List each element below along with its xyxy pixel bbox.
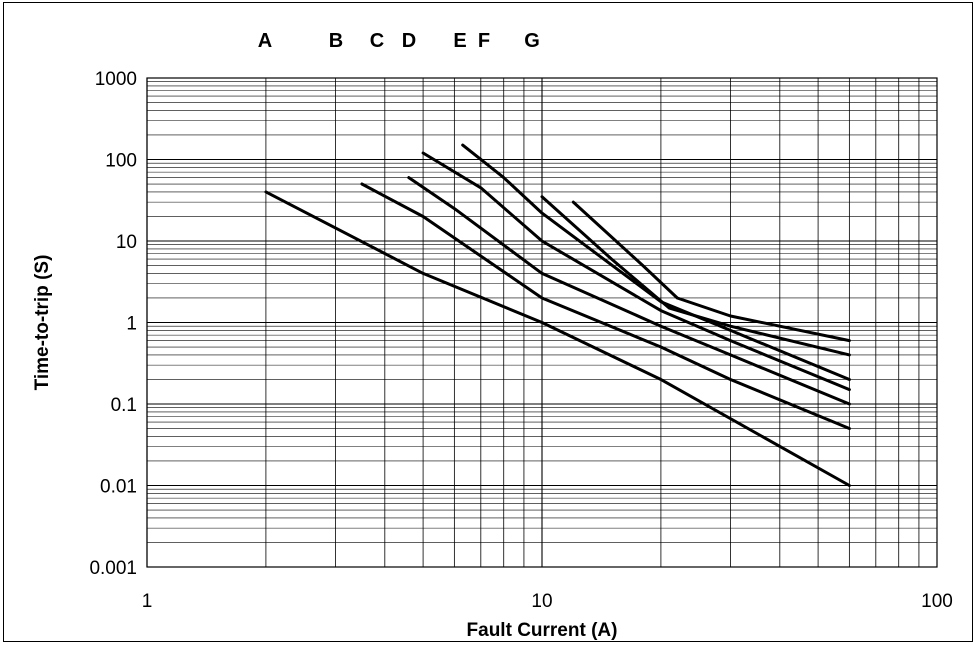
y-tick-label: 0.001 [89, 558, 137, 579]
curve-label-e: E [453, 30, 466, 52]
curve-e [461, 143, 851, 381]
curve-b [360, 182, 851, 430]
plot-area-border [146, 77, 938, 568]
curve-label-c: C [370, 30, 384, 52]
y-tick-label: 0.1 [111, 395, 137, 416]
x-tick-label: 10 [531, 591, 552, 612]
curve-label-a: A [258, 30, 272, 52]
y-axis-title: Time-to-trip (S) [32, 255, 53, 391]
x-tick-labels: 1 10 100 [142, 591, 953, 612]
chart-frame [3, 2, 973, 642]
x-tick-label: 1 [142, 591, 153, 612]
y-tick-labels: 1000 100 10 1 0.1 0.01 0.001 [89, 69, 137, 579]
curve-label-f: F [478, 30, 490, 52]
curve-c [407, 176, 851, 406]
curve-label-g: G [524, 30, 540, 52]
curve-group [264, 143, 851, 487]
curve-f [540, 195, 851, 357]
y-tick-label: 10 [116, 232, 137, 253]
curve-g [571, 200, 851, 343]
y-tick-label: 1 [126, 314, 137, 335]
curve-a [264, 190, 851, 487]
y-tick-label: 100 [105, 151, 137, 172]
curve-label-b: B [329, 30, 343, 52]
curve-d [421, 151, 851, 392]
x-axis-title: Fault Current (A) [467, 620, 618, 641]
x-tick-label: 100 [921, 591, 953, 612]
y-tick-label: 1000 [95, 69, 137, 90]
curve-label-d: D [402, 30, 416, 52]
y-tick-label: 0.01 [100, 477, 137, 498]
